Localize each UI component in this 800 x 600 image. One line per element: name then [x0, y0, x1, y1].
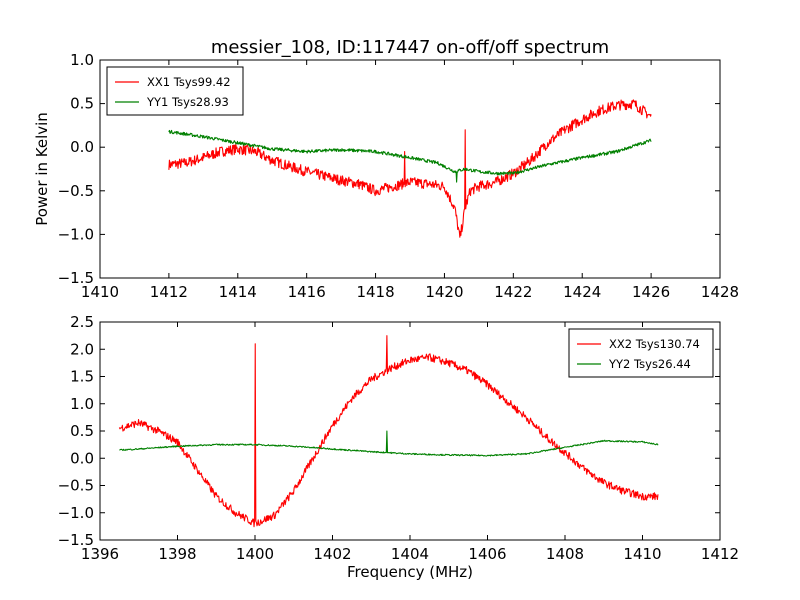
- bottom-legend-box: [568, 328, 714, 378]
- bottom-x-tick-label: 1412: [701, 545, 739, 563]
- top-x-tick-label: 1422: [494, 283, 532, 301]
- bottom-y-tick-label: 0.5: [70, 422, 94, 440]
- bottom-x-tick-label: 1400: [236, 545, 274, 563]
- top-y-tick-label: 0.0: [70, 138, 94, 156]
- top-x-tick-label: 1424: [563, 283, 601, 301]
- bottom-y-tick-label: 1.5: [70, 368, 94, 386]
- top-y-tick-label: −0.5: [58, 182, 94, 200]
- bottom-legend: XX2 Tsys130.74 YY2 Tsys26.44: [568, 328, 714, 378]
- bottom-y-tick-label: −0.5: [58, 477, 94, 495]
- bottom-x-tick-label: 1404: [391, 545, 429, 563]
- top-y-tick-label: −1.5: [58, 269, 94, 287]
- bottom-series-line-xx2: [118, 335, 659, 528]
- top-axes-frame: [99, 59, 721, 279]
- bottom-x-axis-label: Frequency (MHz): [347, 563, 473, 581]
- top-x-tick-label: 1410: [81, 283, 119, 301]
- top-series-line-yy1: [168, 129, 652, 183]
- bottom-x-tick-label: 1396: [81, 545, 119, 563]
- bottom-y-tick-label: −1.5: [58, 531, 94, 549]
- bottom-y-tick-label: 1.0: [70, 395, 94, 413]
- bottom-series-line-yy2: [119, 430, 659, 457]
- bottom-y-tick-label: 2.0: [70, 340, 94, 358]
- top-x-tick-label: 1414: [219, 283, 257, 301]
- top-plot: 1410 1412 1414 1416 1418 1420 1422 1424 1426 1428…: [58, 51, 740, 301]
- top-x-tick-label: 1418: [356, 283, 394, 301]
- bottom-plot: 1396 1398 1400 1402 1404 1406 1408 1410 1412 −1.5…: [58, 313, 740, 563]
- bottom-y-tick-label: 2.5: [70, 313, 94, 331]
- top-x-tick-label: 1412: [150, 283, 188, 301]
- top-y-tick-label: 1.0: [70, 51, 94, 69]
- top-x-tick-label: 1420: [425, 283, 463, 301]
- top-x-tick-label: 1428: [701, 283, 739, 301]
- top-legend-label: YY1 Tsys28.93: [146, 95, 229, 109]
- bottom-legend-label: XX2 Tsys130.74: [609, 337, 700, 351]
- top-y-tick-label: −1.0: [58, 225, 94, 243]
- top-legend-label: XX1 Tsys99.42: [147, 75, 231, 89]
- bottom-x-tick-label: 1406: [468, 545, 506, 563]
- top-y-axis-label: Power in Kelvin: [33, 112, 51, 226]
- bottom-x-tick-label: 1402: [313, 545, 351, 563]
- top-series-line-xx1: [168, 99, 652, 238]
- top-legend: XX1 Tsys99.42 YY1 Tsys28.93: [106, 66, 244, 116]
- top-x-tick-label: 1416: [288, 283, 326, 301]
- bottom-x-tick-label: 1408: [546, 545, 584, 563]
- bottom-x-tick-label: 1410: [623, 545, 661, 563]
- bottom-legend-label: YY2 Tsys26.44: [608, 357, 691, 371]
- top-x-tick-label: 1426: [632, 283, 670, 301]
- bottom-y-tick-label: 0.0: [70, 449, 94, 467]
- top-legend-box: [106, 66, 244, 116]
- bottom-y-tick-label: −1.0: [58, 504, 94, 522]
- figure-title: messier_108, ID:117447 on-off/off spectr…: [211, 37, 609, 58]
- bottom-x-tick-label: 1398: [158, 545, 196, 563]
- top-y-tick-label: 0.5: [70, 95, 94, 113]
